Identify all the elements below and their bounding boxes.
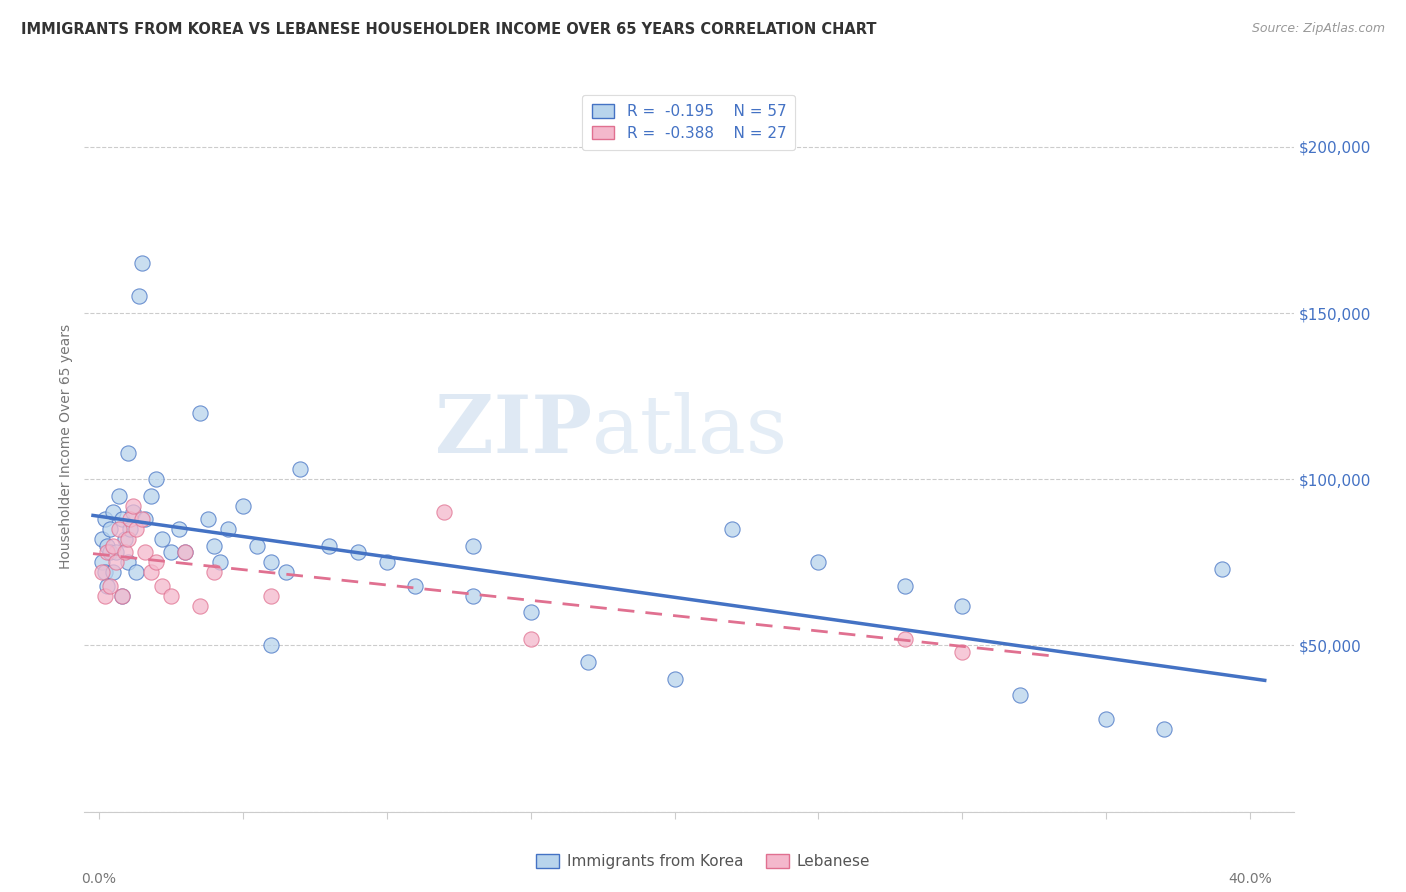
Point [139, 566, 162, 580]
Point [111, 589, 134, 603]
Point [290, 462, 312, 476]
Point [122, 506, 145, 520]
Point [188, 599, 211, 613]
Point [461, 589, 484, 603]
Point [93, 589, 115, 603]
Point [721, 522, 744, 536]
Point [217, 522, 239, 536]
Point [807, 555, 830, 569]
Point [108, 522, 131, 536]
Point [90, 555, 112, 569]
Point [375, 555, 398, 569]
Point [117, 532, 139, 546]
Point [120, 522, 142, 536]
Point [111, 512, 134, 526]
Point [318, 539, 340, 553]
Point [952, 599, 974, 613]
Legend: R =  -0.195    N = 57, R =  -0.388    N = 27: R = -0.195 N = 57, R = -0.388 N = 27 [582, 95, 796, 150]
Point [208, 555, 231, 569]
Point [202, 539, 225, 553]
Point [159, 589, 181, 603]
Point [150, 532, 173, 546]
Point [174, 545, 197, 559]
Point [90, 532, 112, 546]
Point [260, 639, 283, 653]
Point [96, 539, 118, 553]
Point [145, 472, 167, 486]
Point [98, 545, 121, 559]
Point [122, 499, 145, 513]
Point [894, 579, 917, 593]
Y-axis label: Householder Income Over 65 years: Householder Income Over 65 years [59, 324, 73, 568]
Point [1008, 689, 1031, 703]
Point [98, 522, 121, 536]
Point [98, 579, 121, 593]
Point [519, 632, 541, 646]
Point [117, 445, 139, 459]
Point [519, 605, 541, 619]
Text: 40.0%: 40.0% [1229, 871, 1272, 886]
Text: IMMIGRANTS FROM KOREA VS LEBANESE HOUSEHOLDER INCOME OVER 65 YEARS CORRELATION C: IMMIGRANTS FROM KOREA VS LEBANESE HOUSEH… [21, 22, 876, 37]
Point [101, 506, 124, 520]
Point [202, 566, 225, 580]
Point [105, 545, 128, 559]
Point [1153, 722, 1175, 736]
Point [108, 489, 131, 503]
Text: atlas: atlas [592, 392, 787, 470]
Point [134, 512, 156, 526]
Point [174, 545, 197, 559]
Point [101, 566, 124, 580]
Point [105, 555, 128, 569]
Point [90, 566, 112, 580]
Point [188, 406, 211, 420]
Point [274, 566, 297, 580]
Text: ZIP: ZIP [436, 392, 592, 470]
Point [576, 655, 599, 669]
Text: Source: ZipAtlas.com: Source: ZipAtlas.com [1251, 22, 1385, 36]
Point [197, 512, 219, 526]
Point [232, 499, 254, 513]
Point [131, 256, 153, 270]
Legend: Immigrants from Korea, Lebanese: Immigrants from Korea, Lebanese [530, 848, 876, 875]
Point [952, 645, 974, 659]
Point [159, 545, 181, 559]
Point [145, 555, 167, 569]
Point [664, 672, 686, 686]
Point [128, 289, 150, 303]
Point [894, 632, 917, 646]
Point [169, 522, 191, 536]
Point [101, 539, 124, 553]
Point [93, 566, 115, 580]
Point [461, 539, 484, 553]
Point [1095, 712, 1118, 726]
Text: 0.0%: 0.0% [82, 871, 117, 886]
Point [433, 506, 456, 520]
Point [96, 545, 118, 559]
Point [404, 579, 426, 593]
Point [131, 512, 153, 526]
Point [1211, 562, 1233, 576]
Point [120, 512, 142, 526]
Point [134, 545, 156, 559]
Point [114, 545, 136, 559]
Point [246, 539, 269, 553]
Point [347, 545, 370, 559]
Point [260, 589, 283, 603]
Point [125, 522, 148, 536]
Point [117, 555, 139, 569]
Point [139, 489, 162, 503]
Point [260, 555, 283, 569]
Point [93, 512, 115, 526]
Point [96, 579, 118, 593]
Point [111, 589, 134, 603]
Point [125, 566, 148, 580]
Point [114, 532, 136, 546]
Point [150, 579, 173, 593]
